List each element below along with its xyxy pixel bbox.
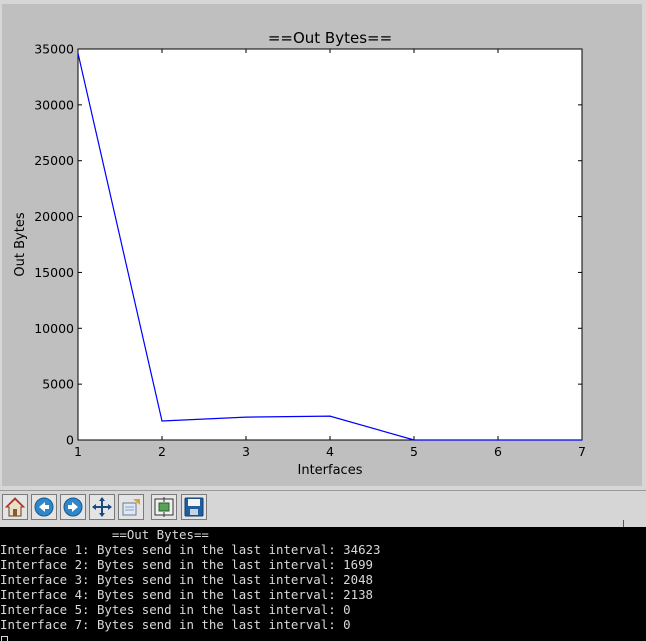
plot-area (77, 48, 583, 441)
terminal-line: Interface 1: Bytes send in the last inte… (0, 542, 381, 557)
terminal-cursor (1, 636, 8, 641)
y-tick-label: 30000 (34, 97, 74, 112)
terminal-line: Interface 2: Bytes send in the last inte… (0, 557, 373, 572)
terminal-line: Interface 4: Bytes send in the last inte… (0, 587, 373, 602)
pan-button[interactable] (89, 494, 115, 520)
save-button[interactable] (181, 494, 207, 520)
x-tick-label: 6 (494, 444, 502, 459)
terminal-line: Interface 7: Bytes send in the last inte… (0, 617, 351, 632)
subplots-icon (154, 497, 174, 517)
y-tick-label: 10000 (34, 321, 74, 336)
terminal-line: Interface 3: Bytes send in the last inte… (0, 572, 373, 587)
terminal-header: ==Out Bytes== (0, 527, 209, 542)
out-bytes-chart: 1 2 3 4 5 6 7 0 5000 10000 15000 20000 25000 30000 350… (13, 29, 586, 478)
data-point (413, 439, 415, 441)
home-button[interactable] (2, 494, 28, 520)
y-tick-label: 15000 (34, 265, 74, 280)
x-tick-label: 4 (326, 444, 334, 459)
y-tick-label: 35000 (34, 42, 74, 57)
data-point (497, 439, 499, 441)
x-tick-label: 7 (578, 444, 586, 459)
x-axis-label: Interfaces (298, 463, 363, 478)
home-icon (4, 497, 26, 517)
forward-button[interactable] (60, 494, 86, 520)
save-icon (184, 497, 204, 517)
x-tick-label: 1 (74, 444, 82, 459)
resize-notch (623, 520, 624, 528)
x-tick-label: 2 (158, 444, 166, 459)
data-point (161, 420, 163, 422)
x-tick-label: 5 (410, 444, 418, 459)
data-point (329, 415, 331, 417)
y-tick-label: 5000 (42, 377, 74, 392)
back-button[interactable] (31, 494, 57, 520)
plot-toolbar (0, 490, 646, 527)
data-point (245, 416, 247, 418)
y-tick-label: 0 (66, 433, 74, 448)
forward-arrow-icon (63, 497, 83, 517)
figure-window: 1 2 3 4 5 6 7 0 5000 10000 15000 20000 25000 30000 350… (2, 4, 642, 486)
y-tick-label: 25000 (34, 153, 74, 168)
y-tick-label: 20000 (34, 209, 74, 224)
move-icon (92, 497, 112, 517)
zoom-button[interactable] (118, 494, 144, 520)
subplots-button[interactable] (151, 494, 177, 520)
x-tick-label: 3 (242, 444, 250, 459)
figure-canvas: 1 2 3 4 5 6 7 0 5000 10000 15000 20000 25000 30000 350… (2, 4, 642, 486)
terminal-line: Interface 5: Bytes send in the last inte… (0, 602, 351, 617)
zoom-rect-icon (122, 499, 140, 516)
back-arrow-icon (34, 497, 54, 517)
terminal-output: ==Out Bytes== Interface 1: Bytes send in… (0, 527, 646, 641)
y-axis-label: Out Bytes (13, 212, 28, 276)
data-point (581, 439, 583, 441)
chart-title: ==Out Bytes== (268, 29, 392, 47)
data-point (77, 52, 79, 54)
